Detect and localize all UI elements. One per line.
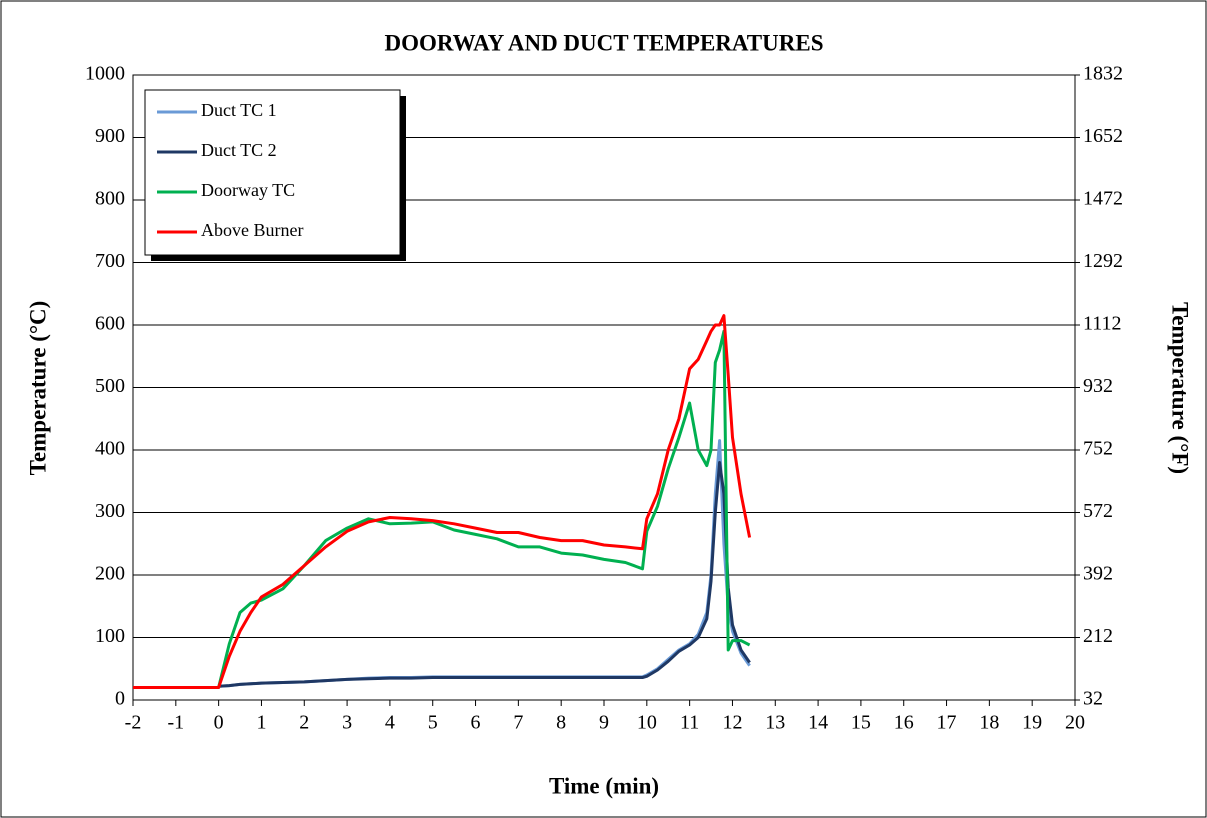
series-line (133, 314, 752, 689)
x-tick-label: 1 (256, 712, 266, 734)
x-tick-label: 14 (808, 712, 828, 734)
y-tick-label: 400 (95, 438, 125, 460)
x-tick-label: 13 (765, 712, 785, 734)
y-tick-label: 700 (95, 250, 125, 272)
y2-tick-label: 752 (1083, 438, 1113, 460)
x-tick-label: 18 (979, 712, 999, 734)
y-tick-label: 500 (95, 375, 125, 397)
series-line (133, 329, 751, 689)
x-tick-label: 3 (342, 712, 352, 734)
y-tick-label: 600 (95, 313, 125, 335)
x-tick-label: 5 (428, 712, 438, 734)
series-line (218, 461, 751, 688)
y-tick-label: 0 (115, 688, 125, 710)
x-tick-label: 9 (599, 712, 609, 734)
x-tick-label: 16 (894, 712, 914, 734)
x-tick-label: 12 (722, 712, 742, 734)
x-tick-label: 19 (1022, 712, 1042, 734)
y2-tick-label: 1472 (1083, 188, 1123, 210)
x-tick-label: 2 (299, 712, 309, 734)
x-tick-label: 4 (385, 712, 395, 734)
y2-tick-label: 392 (1083, 563, 1113, 585)
x-tick-label: 10 (637, 712, 657, 734)
x-tick-label: 8 (556, 712, 566, 734)
y-tick-label: 200 (95, 563, 125, 585)
y2-tick-label: 1832 (1083, 63, 1123, 85)
y2-tick-label: 932 (1083, 375, 1113, 397)
y-axis-label: Temperature (°C) (25, 301, 50, 476)
x-tick-label: 0 (214, 712, 224, 734)
x-tick-label: 17 (937, 712, 957, 734)
y-tick-label: 1000 (85, 63, 125, 85)
y-tick-label: 300 (95, 500, 125, 522)
y2-tick-label: 1292 (1083, 250, 1123, 272)
legend-label: Doorway TC (201, 180, 295, 200)
plot-area (132, 74, 1076, 701)
legend-label: Above Burner (201, 220, 303, 240)
y2-tick-label: 1112 (1083, 313, 1122, 335)
y2-axis-label: Temperature (°F) (1168, 302, 1193, 474)
x-tick-label: -2 (125, 712, 142, 734)
y2-tick-label: 212 (1083, 625, 1113, 647)
x-tick-label: -1 (167, 712, 184, 734)
legend-label: Duct TC 1 (201, 100, 277, 120)
chart-title: DOORWAY AND DUCT TEMPERATURES (384, 30, 823, 55)
legend (144, 89, 401, 256)
y2-tick-label: 1652 (1083, 125, 1123, 147)
x-tick-label: 6 (471, 712, 481, 734)
legend-label: Duct TC 2 (201, 140, 277, 160)
y2-tick-label: 572 (1083, 500, 1113, 522)
x-tick-label: 11 (680, 712, 699, 734)
x-tick-label: 15 (851, 712, 871, 734)
x-tick-label: 20 (1065, 712, 1085, 734)
y-tick-label: 900 (95, 125, 125, 147)
y-tick-label: 800 (95, 188, 125, 210)
x-axis-label: Time (min) (549, 773, 659, 798)
y2-tick-label: 32 (1083, 688, 1103, 710)
y-tick-label: 100 (95, 625, 125, 647)
x-tick-label: 7 (513, 712, 523, 734)
